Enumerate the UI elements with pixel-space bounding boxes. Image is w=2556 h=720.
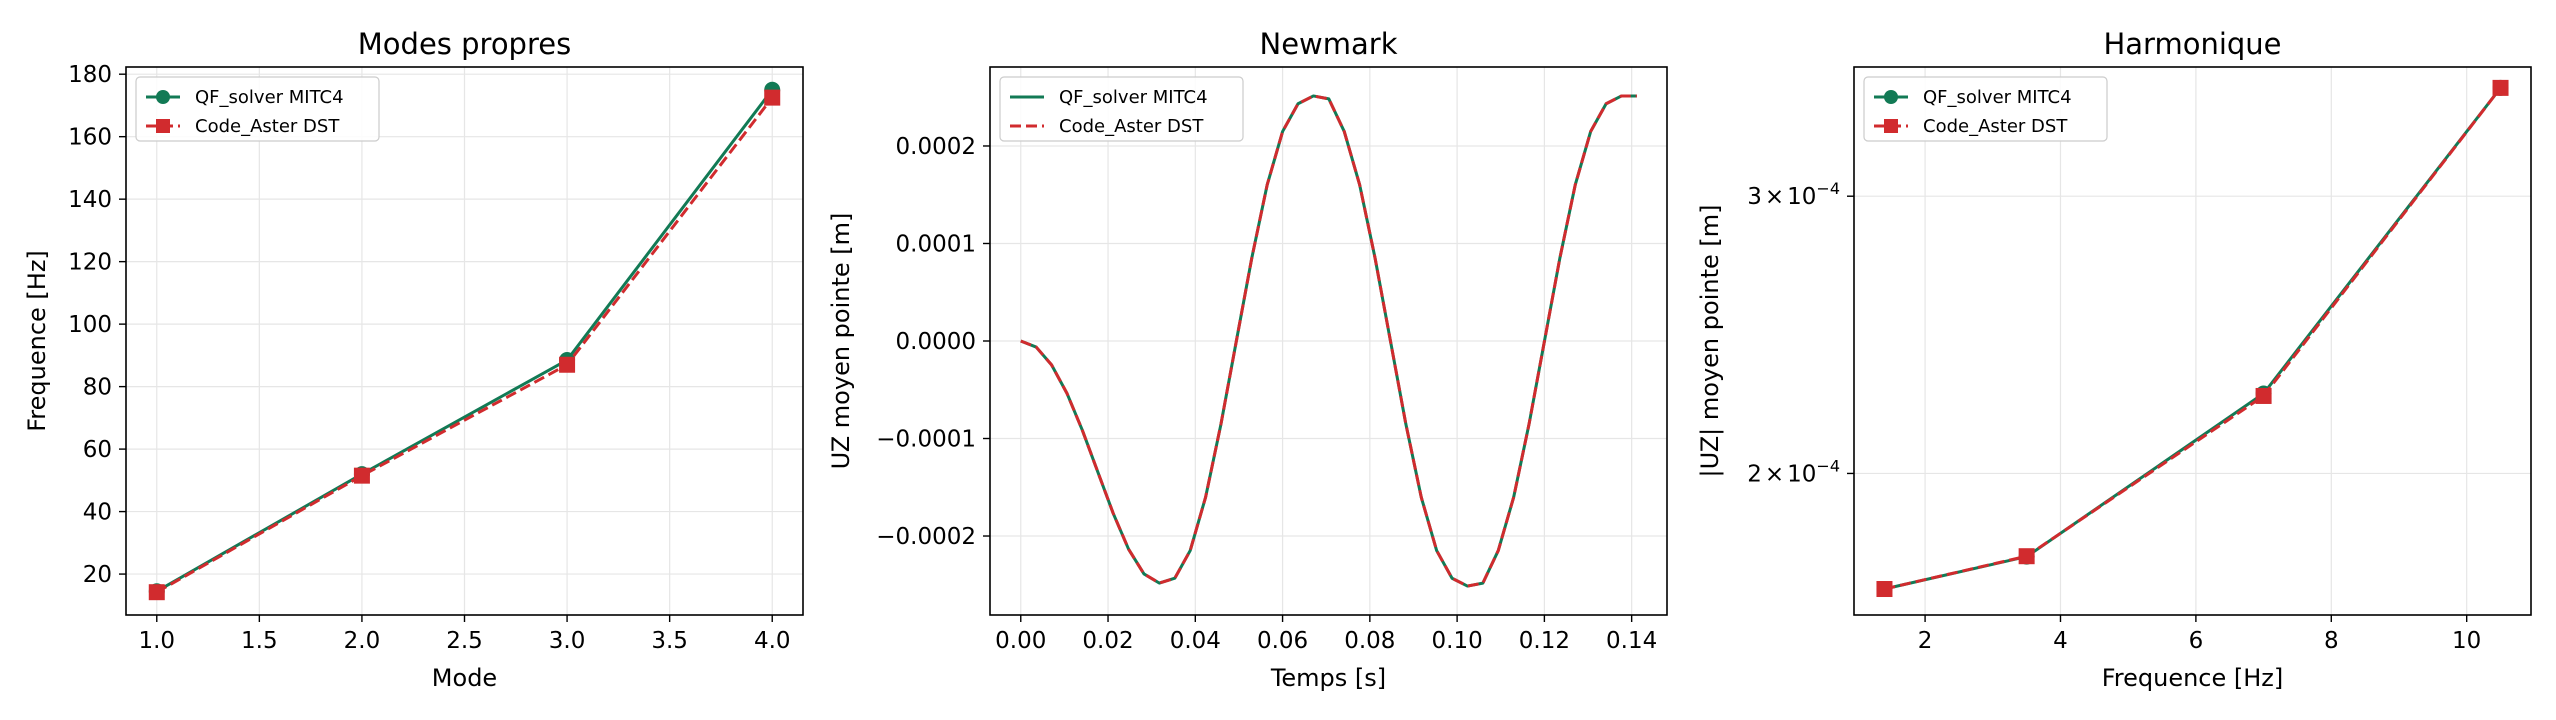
chart-panel-1: 1.0 1.5 2.0 2.5 3.0 3.5 4.0 20 40 60 80 100 120 140 16… (23, 27, 804, 692)
legend-label: Code_Aster DST (1059, 116, 1204, 137)
plot-frame (1853, 66, 2532, 616)
legend-marker (156, 119, 170, 133)
data-point-square (2255, 387, 2272, 404)
x-tick-label: 0.14 (1606, 628, 1657, 654)
data-point-square (353, 467, 370, 484)
y-tick-label: 100 (68, 312, 112, 338)
x-tick-label: 1.5 (241, 628, 278, 654)
series-line-2 (1020, 94, 1637, 588)
x-tick-label: 1.0 (138, 628, 175, 654)
x-tick-label: 0.06 (1257, 628, 1308, 654)
y-tick-label: 80 (83, 375, 112, 401)
x-tick-label: 2 (1918, 628, 1933, 654)
legend: QF_solver MITC4 Code_Aster DST (1863, 76, 2108, 142)
series-line-2 (156, 96, 774, 594)
legend-box (999, 76, 1244, 142)
x-tick-label: 3.0 (549, 628, 586, 654)
series-line-1 (1884, 86, 2502, 591)
legend-box (1863, 76, 2108, 142)
x-tick-label: 2.0 (344, 628, 381, 654)
x-tick-label: 0.04 (1170, 628, 1221, 654)
chart-title: Newmark (1260, 27, 1398, 61)
legend-marker (1884, 90, 1898, 104)
data-point-square (2018, 548, 2035, 565)
legend-label: Code_Aster DST (195, 116, 340, 137)
y-tick-label: 60 (83, 437, 112, 463)
x-axis-label: Temps [s] (1270, 664, 1386, 692)
y-axis-label: Frequence [Hz] (23, 250, 51, 432)
legend-marker (1884, 119, 1898, 133)
x-tick-label: 0.02 (1082, 628, 1133, 654)
data-point-square (2492, 79, 2509, 96)
x-tick-label: 0.00 (995, 628, 1046, 654)
x-axis-label: Frequence [Hz] (2102, 664, 2284, 692)
x-tick-label: 2.5 (446, 628, 483, 654)
x-axis-label: Mode (432, 664, 497, 692)
legend-box (135, 76, 380, 142)
legend: QF_solver MITC4 Code_Aster DST (999, 76, 1244, 142)
y-tick-label: 180 (68, 62, 112, 88)
data-point-square (764, 89, 781, 106)
x-tick-label: 0.08 (1344, 628, 1395, 654)
series-line-2 (1884, 86, 2502, 591)
y-tick-label: 40 (83, 500, 112, 526)
y-tick-label: −0.0001 (876, 427, 976, 453)
legend-marker (156, 90, 170, 104)
legend: QF_solver MITC4 Code_Aster DST (135, 76, 380, 142)
x-tick-label: 8 (2324, 628, 2339, 654)
legend-label: QF_solver MITC4 (1923, 87, 2072, 108)
y-tick-label: 2 × 10−4 (1747, 456, 1840, 487)
data-point-square (148, 584, 165, 601)
x-tick-label: 0.10 (1432, 628, 1483, 654)
y-tick-label: 0.0000 (896, 329, 976, 355)
data-point-square (559, 356, 576, 373)
y-tick-label: 3 × 10−4 (1747, 179, 1840, 210)
chart-title: Harmonique (2103, 27, 2281, 61)
y-axis-label: UZ moyen pointe [m] (827, 213, 855, 470)
chart-title: Modes propres (358, 27, 571, 61)
y-axis-label: |UZ| moyen pointe [m] (1696, 205, 1724, 478)
y-tick-label: 140 (68, 187, 112, 213)
y-tick-label: 120 (68, 250, 112, 276)
legend-label: QF_solver MITC4 (195, 87, 344, 108)
y-tick-label: 20 (83, 562, 112, 588)
y-tick-label: −0.0002 (876, 524, 976, 550)
x-tick-label: 4.0 (754, 628, 791, 654)
x-tick-label: 0.12 (1519, 628, 1570, 654)
data-point-square (1876, 581, 1893, 598)
x-tick-label: 4 (2053, 628, 2068, 654)
legend-label: Code_Aster DST (1923, 116, 2068, 137)
chart-panel-3: 2 4 6 8 10 3 × 10−4 2 × 10−4 Harmonique Frequence [H… (1696, 27, 2532, 692)
x-tick-label: 3.5 (651, 628, 688, 654)
legend-label: QF_solver MITC4 (1059, 87, 1208, 108)
chart-panel-2: 0.00 0.02 0.04 0.06 0.08 0.10 0.12 0.14 0.0002 0.… (827, 27, 1668, 692)
y-tick-label: 0.0002 (896, 134, 976, 160)
y-tick-label: 0.0001 (896, 231, 976, 257)
y-tick-label: 160 (68, 125, 112, 151)
x-tick-label: 6 (2189, 628, 2204, 654)
x-tick-label: 10 (2452, 628, 2481, 654)
